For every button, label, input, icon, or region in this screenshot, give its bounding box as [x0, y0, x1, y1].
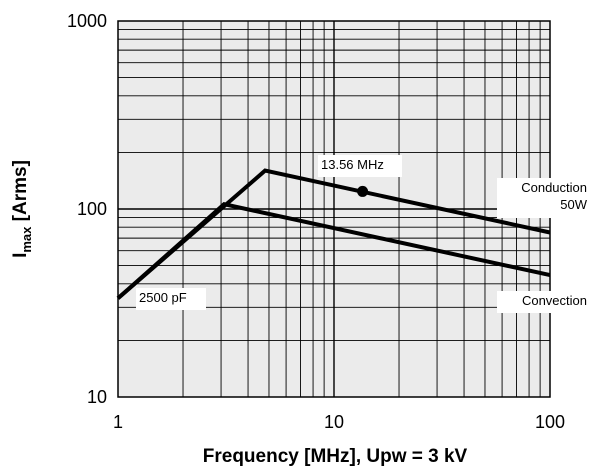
label-conduction-bg	[497, 178, 589, 218]
y-axis-title-rest: [Arms]	[10, 160, 31, 227]
label-conduction: Conduction 50W	[497, 178, 589, 218]
x-axis-title: Frequency [MHz], Upw = 3 kV	[203, 446, 468, 467]
label-conduction-text: Conduction	[521, 180, 587, 195]
x-tick-label: 1	[113, 412, 123, 432]
y-axis-title-main: I	[10, 253, 31, 258]
x-tick-label: 10	[324, 412, 344, 432]
y-axis-title: Imax [Arms]	[10, 160, 34, 258]
grid	[118, 21, 550, 397]
y-tick-label: 1000	[67, 11, 107, 31]
label-conduction-text: 50W	[560, 197, 587, 212]
series-line-convection	[116, 202, 551, 300]
x-tick-label: 100	[535, 412, 565, 432]
label-frequency-text: 13.56 MHz	[321, 157, 384, 172]
annotations: 13.56 MHz Conduction 50W Convection 2500 pF	[136, 155, 589, 313]
label-convection-text: Convection	[522, 293, 587, 308]
y-tick-label: 100	[77, 199, 107, 219]
label-convection: Convection	[497, 291, 589, 313]
y-axis-title-subscript: max	[19, 226, 34, 253]
marker-point	[357, 185, 369, 197]
label-capacitance-text: 2500 pF	[139, 290, 187, 305]
axis-ticks: 1 10 100 10 100 1000	[67, 11, 565, 432]
label-capacitance: 2500 pF	[136, 288, 206, 310]
label-convection-bg	[497, 291, 589, 313]
y-tick-label: 10	[87, 387, 107, 407]
label-frequency-bg	[318, 155, 402, 177]
label-frequency: 13.56 MHz	[318, 155, 402, 177]
label-capacitance-bg	[136, 288, 206, 310]
series-lines	[116, 168, 551, 300]
